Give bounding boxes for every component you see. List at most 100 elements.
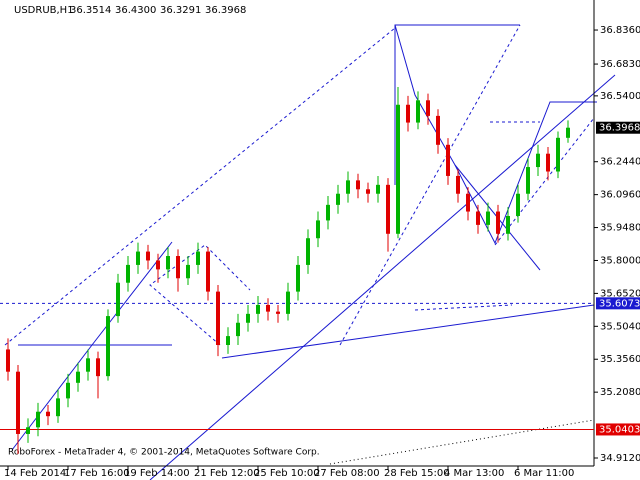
x-tick-label: 17 Feb 16:00 [64,468,130,479]
candle-body [96,358,100,377]
y-tick-label: 36.6830 [600,59,640,70]
channel-line [329,419,595,465]
candle-body [226,336,230,345]
x-tick-label: 27 Feb 08:00 [314,468,380,479]
price-label-box [596,121,640,134]
candle-body [436,115,440,145]
candle-body [416,100,420,123]
candle-body [566,127,570,138]
candle-body [326,204,330,221]
candle-body [176,256,180,279]
candle-body [476,211,480,225]
candle-body [356,180,360,190]
candle-body [526,167,530,194]
y-tick-label: 35.2080 [600,387,640,398]
candle-body [316,220,320,239]
quote-value: 36.3291 [160,5,201,16]
candle-body [216,291,220,345]
candle-body [286,291,290,314]
candle-body [166,256,170,270]
candle-body [386,184,390,234]
candle-body [206,251,210,292]
candle-body [246,313,250,323]
y-tick-label: 36.0960 [600,190,640,201]
candle-body [536,153,540,168]
candle-body [236,322,240,337]
y-tick-label: 35.8000 [600,255,640,266]
candle-body [406,104,410,123]
candle-body [516,193,520,216]
y-tick-label: 36.2440 [600,157,640,168]
x-tick-label: 14 Feb 2014 [4,468,66,479]
x-tick-label: 28 Feb 15:00 [384,468,450,479]
quote-value: 36.3968 [205,5,246,16]
x-tick-label: 19 Feb 14:00 [124,468,190,479]
price-label: 36.3968 [599,123,640,134]
quote-value: 36.3514 [70,5,111,16]
symbol: USDRUB,H1 [14,5,74,16]
x-tick-label: 21 Feb 12:00 [194,468,260,479]
candle-body [486,211,490,225]
level-label-box [596,423,640,436]
candle-body [546,153,550,172]
candle-body [66,382,70,399]
candle-body [16,371,20,434]
candle-body [76,371,80,383]
candle-body [306,238,310,265]
candle-body [146,251,150,261]
candle-body [86,358,90,372]
candle-body [496,211,500,234]
candle-body [346,180,350,194]
candle-body [56,398,60,417]
candle-body [126,264,130,283]
y-tick-label: 35.9480 [600,223,640,234]
level-label: 35.0403 [599,424,640,435]
x-tick-label: 4 Mar 13:00 [444,468,504,479]
trend-line [149,74,616,480]
candle-body [36,411,40,428]
y-tick-label: 35.6520 [600,288,640,299]
candle-body [136,251,140,265]
candle-body [556,137,560,172]
y-tick-label: 34.9120 [600,453,640,464]
candle-body [186,264,190,279]
candle-body [116,282,120,317]
candle-body [276,311,280,314]
quote-value: 36.4300 [115,5,156,16]
candle-body [256,304,260,314]
level-label: 35.6073 [599,298,640,309]
y-tick-label: 35.3560 [600,354,640,365]
y-tick-label: 35.5040 [600,321,640,332]
candle-body [266,304,270,312]
y-tick-label: 36.5400 [600,91,640,102]
quote: 36.3514 36.4300 36.3291 36.3968 [70,5,246,16]
level-label-box [596,297,640,310]
candle-body [426,100,430,116]
candle-body [506,215,510,234]
channel-line [339,24,521,346]
candle-body [106,316,110,377]
footer: RoboForex - MetaTrader 4, © 2001-2014, M… [8,448,320,458]
x-tick-label: 25 Feb 10:00 [254,468,320,479]
trend-line [221,304,595,359]
candle-body [6,349,10,372]
candle-body [376,184,380,194]
candle-body [26,427,30,434]
candle-body [466,193,470,212]
candle-body [446,144,450,176]
target-line [414,304,513,311]
candle-body [296,264,300,292]
channel-line [494,117,595,246]
x-tick-label: 6 Mar 11:00 [514,468,574,479]
candle-body [156,260,160,270]
candle-body [396,104,400,234]
y-tick-label: 36.8360 [600,25,640,36]
candle-body [196,251,200,265]
wave-line [394,24,597,245]
candle-body [46,411,50,417]
candle-body [456,175,460,194]
candle-body [366,189,370,194]
candle-body [336,193,340,205]
